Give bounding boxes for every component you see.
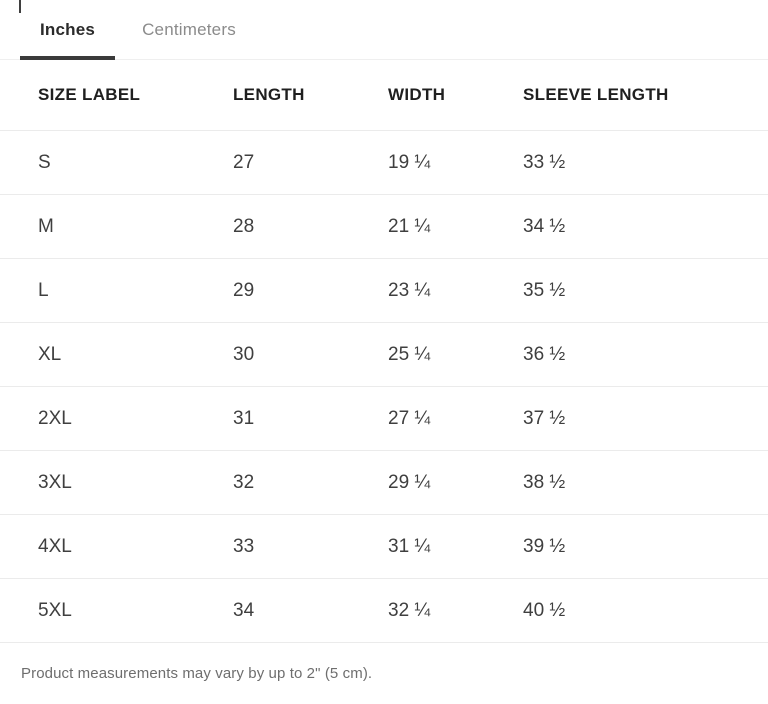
table-row: 5XL 34 32 ¼ 40 ½ xyxy=(0,579,768,643)
cell-length: 30 xyxy=(233,343,255,365)
cell-length: 29 xyxy=(233,279,255,301)
cell-size-label: 3XL xyxy=(38,471,72,493)
column-header-sleeve-length: SLEEVE LENGTH xyxy=(523,85,669,104)
cell-size-label: L xyxy=(38,279,49,301)
tab-inches-label: Inches xyxy=(40,19,96,39)
cell-length: 31 xyxy=(233,407,255,429)
unit-tabs: Inches Centimeters xyxy=(0,0,768,60)
table-row: XL 30 25 ¼ 36 ½ xyxy=(0,323,768,387)
cell-length: 34 xyxy=(233,599,255,621)
measurement-note-row: Product measurements may vary by up to 2… xyxy=(0,643,768,704)
tab-centimeters[interactable]: Centimeters xyxy=(122,0,256,59)
cell-width: 31 ¼ xyxy=(388,535,431,557)
cell-sleeve-length: 39 ½ xyxy=(523,535,566,557)
cell-width: 32 ¼ xyxy=(388,599,431,621)
tab-inches[interactable]: Inches xyxy=(20,0,116,60)
cell-size-label: XL xyxy=(38,343,62,365)
tab-centimeters-label: Centimeters xyxy=(142,19,236,39)
cell-sleeve-length: 34 ½ xyxy=(523,215,566,237)
table-header-row: SIZE LABEL LENGTH WIDTH SLEEVE LENGTH xyxy=(0,60,768,131)
measurement-note: Product measurements may vary by up to 2… xyxy=(21,665,373,682)
column-header-length: LENGTH xyxy=(233,85,305,104)
table-row: L 29 23 ¼ 35 ½ xyxy=(0,259,768,323)
column-header-width: WIDTH xyxy=(388,85,446,104)
cell-sleeve-length: 36 ½ xyxy=(523,343,566,365)
cell-sleeve-length: 40 ½ xyxy=(523,599,566,621)
cell-width: 27 ¼ xyxy=(388,407,431,429)
cell-length: 33 xyxy=(233,535,255,557)
cell-width: 23 ¼ xyxy=(388,279,431,301)
table-row: S 27 19 ¼ 33 ½ xyxy=(0,131,768,195)
table-row: M 28 21 ¼ 34 ½ xyxy=(0,195,768,259)
cell-width: 19 ¼ xyxy=(388,151,431,173)
cell-length: 27 xyxy=(233,151,255,173)
cell-size-label: M xyxy=(38,215,54,237)
cell-size-label: S xyxy=(38,151,51,173)
cell-sleeve-length: 33 ½ xyxy=(523,151,566,173)
cell-sleeve-length: 35 ½ xyxy=(523,279,566,301)
cell-size-label: 5XL xyxy=(38,599,72,621)
table-row: 4XL 33 31 ¼ 39 ½ xyxy=(0,515,768,579)
cell-sleeve-length: 37 ½ xyxy=(523,407,566,429)
cell-length: 32 xyxy=(233,471,255,493)
cell-width: 25 ¼ xyxy=(388,343,431,365)
table-body: S 27 19 ¼ 33 ½ M 28 21 ¼ 34 ½ L 29 23 ¼ 35 ½ XL 30 25 … xyxy=(0,131,768,643)
cell-width: 21 ¼ xyxy=(388,215,431,237)
cell-length: 28 xyxy=(233,215,255,237)
column-header-size-label: SIZE LABEL xyxy=(38,85,141,104)
cropped-edge-artifact xyxy=(19,0,21,13)
cell-width: 29 ¼ xyxy=(388,471,431,493)
size-table: SIZE LABEL LENGTH WIDTH SLEEVE LENGTH S 27 19… xyxy=(0,60,768,643)
cell-size-label: 4XL xyxy=(38,535,72,557)
table-row: 3XL 32 29 ¼ 38 ½ xyxy=(0,451,768,515)
table-row: 2XL 31 27 ¼ 37 ½ xyxy=(0,387,768,451)
cell-size-label: 2XL xyxy=(38,407,72,429)
cell-sleeve-length: 38 ½ xyxy=(523,471,566,493)
